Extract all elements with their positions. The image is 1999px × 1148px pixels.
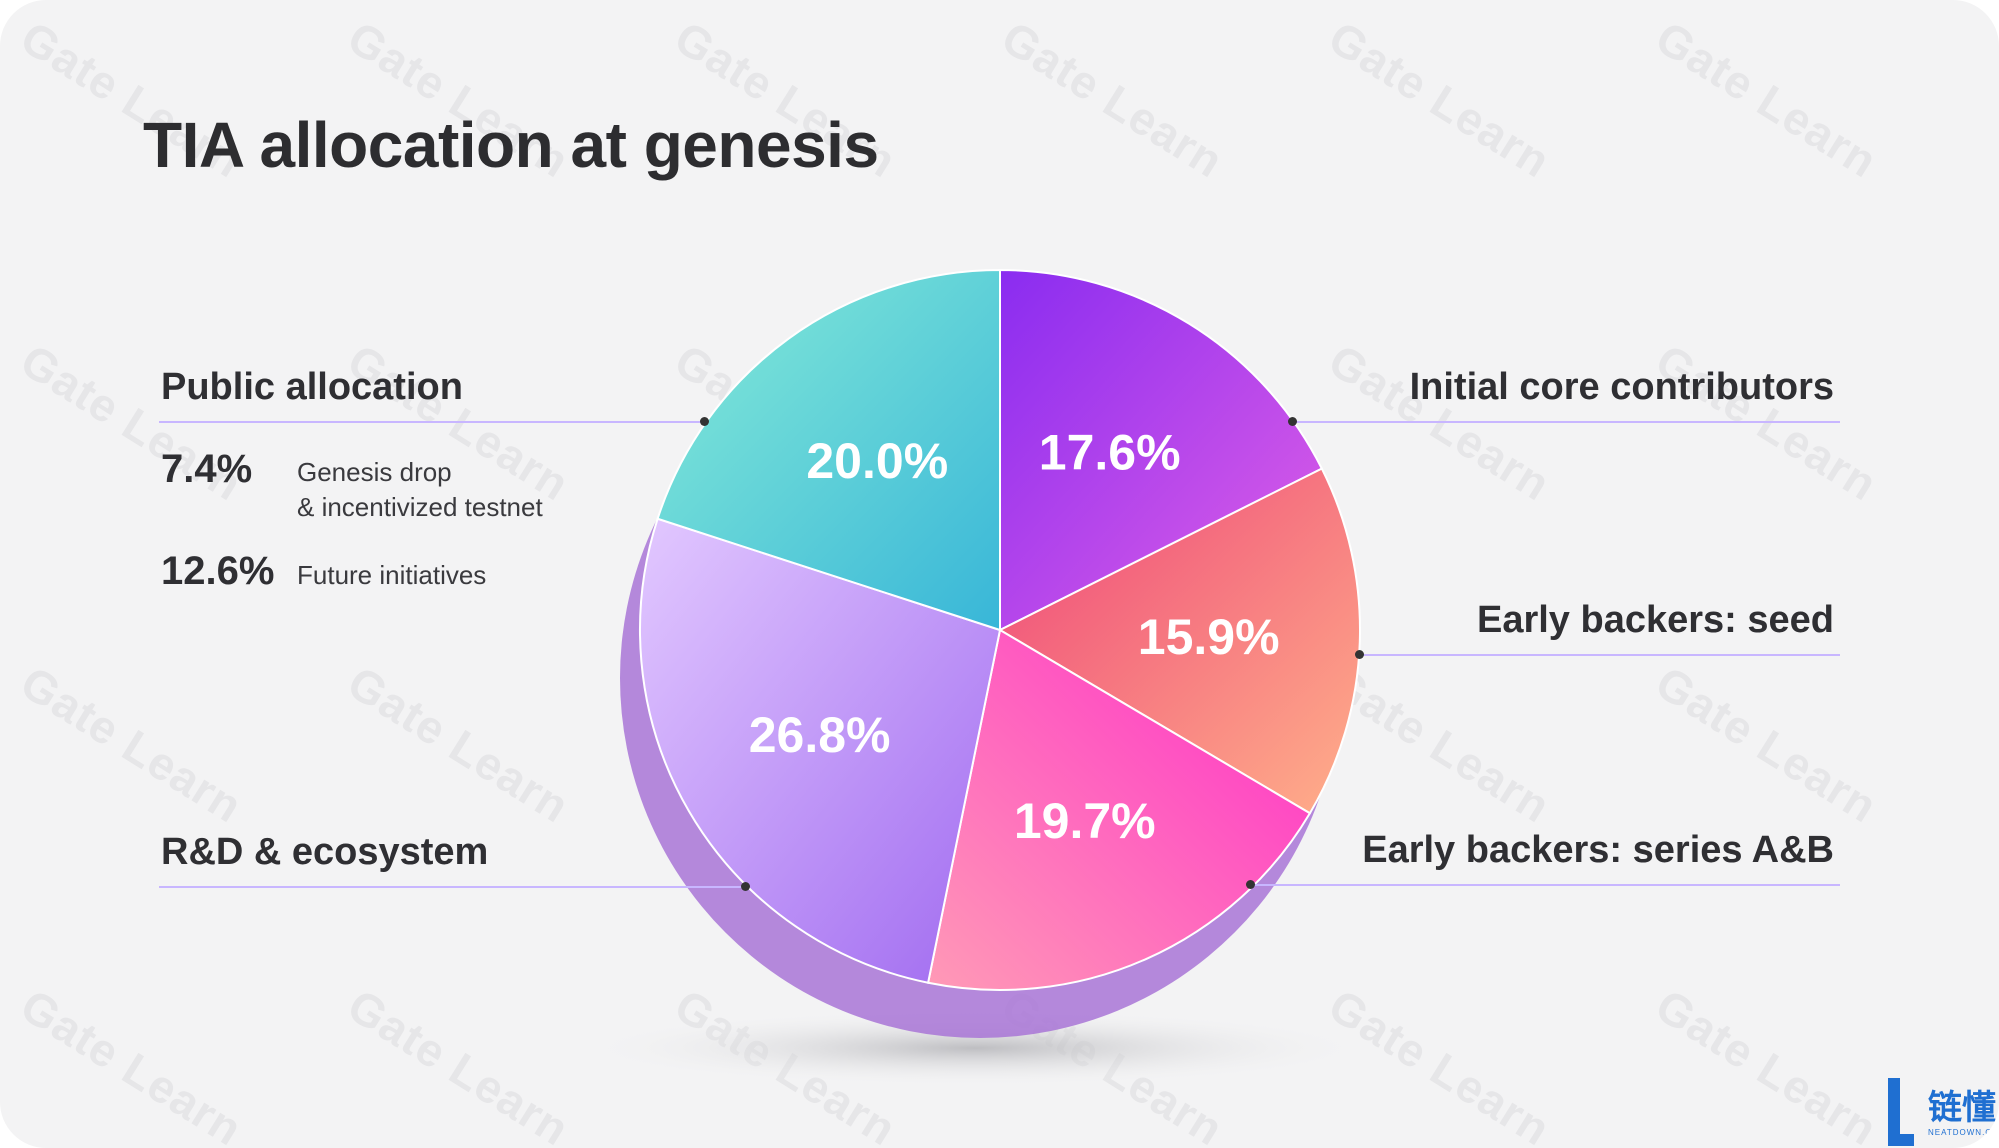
leader-dot-public [700,417,709,426]
slice-value-label-4: 20.0% [806,433,948,489]
leader-dot-core [1288,417,1297,426]
pie-shadow [580,1010,1370,1086]
leader-dot-seed [1355,650,1364,659]
public-breakdown-pct-2: 12.6% [161,549,275,593]
leader-line-public [159,421,706,423]
slice-value-label-2: 19.7% [1014,793,1156,849]
slice-value-label-1: 15.9% [1138,609,1280,665]
logo-subtext: NEATDOWN.COM [1928,1128,1999,1137]
public-breakdown-desc-1: Genesis drop & incentivized testnet [297,455,543,525]
pie-slice-2 [926,628,1312,991]
legend-early-backers-series-ab: Early backers: series A&B [1362,829,1834,871]
pie-slice-3 [639,517,1002,984]
leader-dot-rd [741,882,750,891]
public-breakdown-desc-2: Future initiatives [297,560,487,590]
legend-early-backers-seed: Early backers: seed [1476,599,1834,641]
leader-dot-series-ab [1246,880,1255,889]
leader-line-seed [1359,654,1840,656]
pie-slice-4 [656,268,1001,632]
chart-title: TIA allocation at genesis [143,109,879,181]
pie-slice-1 [997,467,1361,815]
legend-public-allocation: Public allocation [161,366,463,408]
slice-value-label-3: 26.8% [749,707,891,763]
public-breakdown-pct-1: 7.4% [161,447,253,491]
legend-initial-core-contributors: Initial core contributors [1409,366,1834,408]
leader-line-series-ab [1250,884,1840,886]
public-breakdown-desc-1-line2: & incentivized testnet [297,492,543,522]
leader-line-core [1292,421,1840,423]
logo-l-icon [1888,1078,1914,1146]
logo-text: 链懂 [1928,1088,1996,1128]
neatdown-logo: 链懂 NEATDOWN.COM [1888,1076,1999,1148]
legend-rd-ecosystem: R&D & ecosystem [161,831,489,873]
slice-value-label-0: 17.6% [1039,424,1181,480]
leader-line-rd [159,886,746,888]
pie-slice-0 [999,268,1324,632]
public-breakdown-desc-1-line1: Genesis drop [297,457,452,487]
